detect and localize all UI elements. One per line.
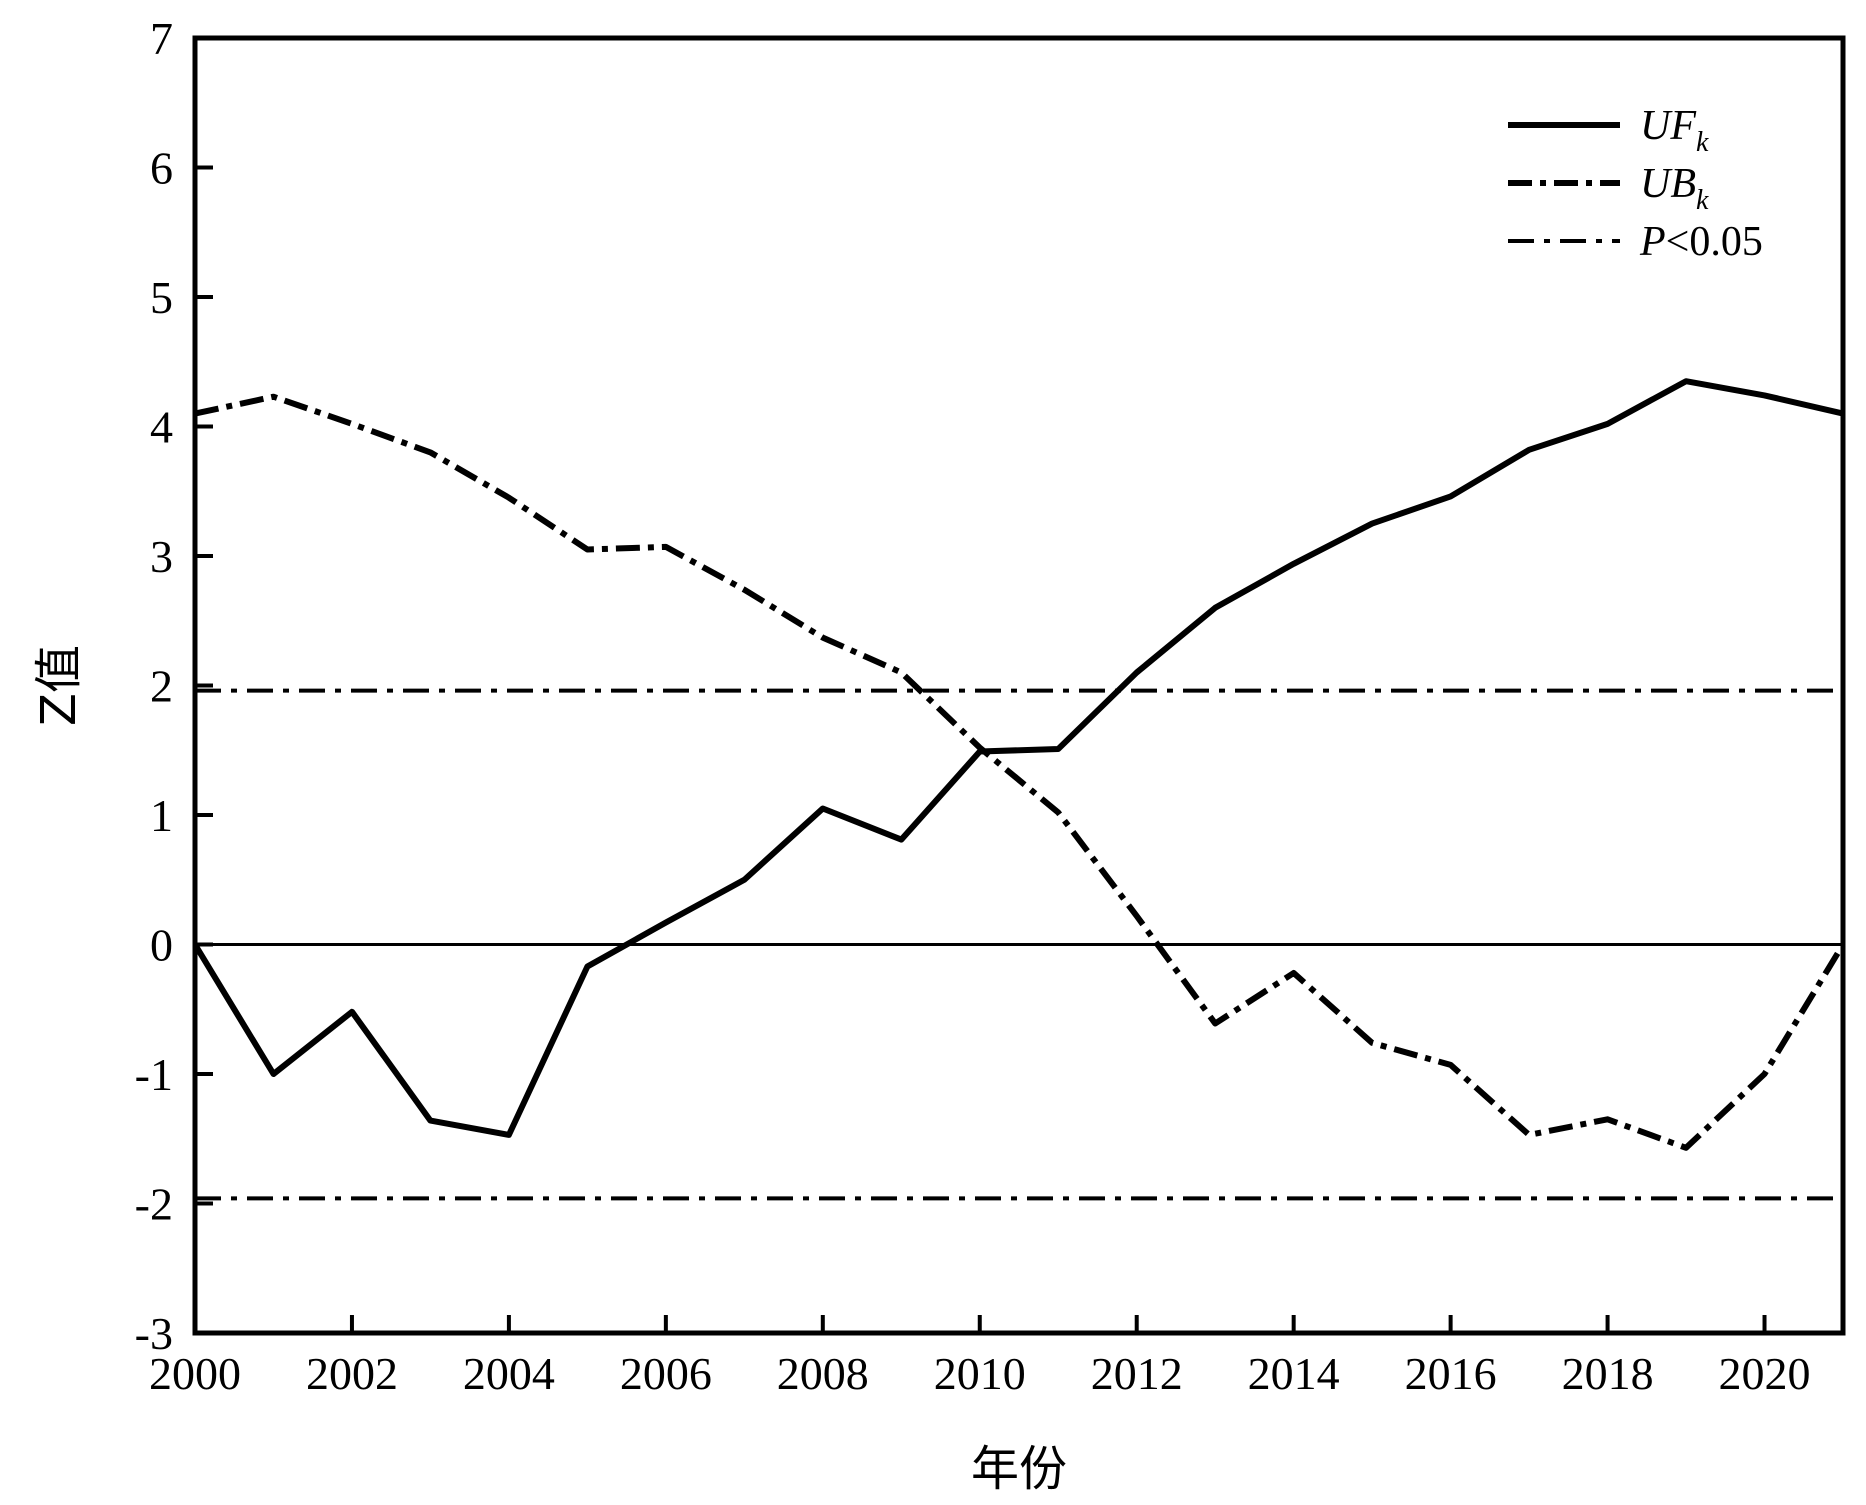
x-tick-label: 2018	[1562, 1348, 1654, 1399]
series-lines	[192, 378, 1846, 1151]
x-tick-label: 2016	[1405, 1348, 1497, 1399]
x-axis-title: 年份	[971, 1441, 1067, 1497]
y-tick-label: 7	[150, 13, 173, 64]
legend-label: UFk	[1640, 103, 1709, 158]
y-tick-label: 6	[150, 143, 173, 194]
x-tick-label: 2008	[777, 1348, 869, 1399]
x-tick-label: 2010	[934, 1348, 1026, 1399]
y-tick-label: 3	[150, 531, 173, 582]
y-tick-label: 1	[150, 790, 173, 841]
legend-label: UBk	[1640, 161, 1709, 216]
series-line-uf	[192, 378, 1844, 1138]
series-line-ub	[194, 393, 1846, 1151]
x-tick-label: 2004	[463, 1348, 555, 1399]
y-tick-label: -3	[135, 1308, 173, 1359]
y-axis: -3 -2 -1 0 1 2 3 4 5 6 7	[135, 13, 213, 1359]
y-tick-label: 4	[150, 402, 173, 453]
y-tick-label: -2	[135, 1179, 173, 1230]
legend-label: P<0.05	[1639, 219, 1763, 265]
x-tick-label: 2002	[306, 1348, 398, 1399]
x-tick-label: 2000	[149, 1348, 241, 1399]
x-tick-label: 2012	[1091, 1348, 1183, 1399]
y-tick-label: 2	[150, 661, 173, 712]
x-tick-label: 2006	[620, 1348, 712, 1399]
y-axis-title: Z值	[31, 645, 87, 726]
x-tick-label: 2020	[1719, 1348, 1811, 1399]
reference-lines	[195, 688, 1843, 1201]
y-tick-label: 0	[150, 920, 173, 971]
y-tick-label: 5	[150, 272, 173, 323]
x-tick-label: 2014	[1248, 1348, 1340, 1399]
y-tick-label: -1	[135, 1049, 173, 1100]
x-axis: 2000 2002 2004 2006 2008 2010 2012 2014 2016 2018…	[149, 1315, 1811, 1399]
